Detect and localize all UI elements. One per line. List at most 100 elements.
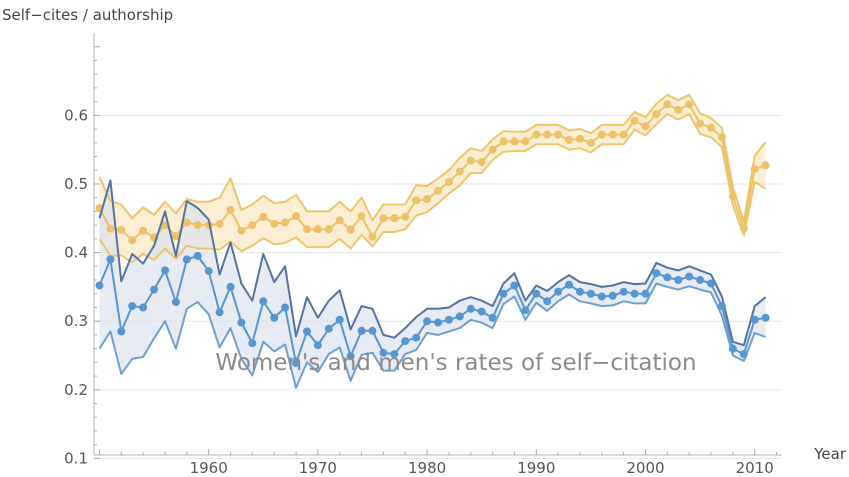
y-tick-label: 0.4: [64, 244, 88, 262]
women-data-point: [728, 344, 737, 353]
women-data-point: [434, 318, 442, 327]
women-data-point: [477, 307, 486, 316]
women-data-point: [554, 287, 563, 296]
y-tick-label: 0.2: [64, 381, 88, 399]
women-data-point: [521, 306, 530, 315]
women-data-point: [215, 308, 224, 317]
women-data-point: [95, 281, 104, 290]
women-data-point: [619, 287, 628, 296]
women-data-point: [674, 276, 683, 284]
women-data-point: [630, 289, 639, 298]
men-data-point: [717, 133, 726, 142]
men-data-point: [554, 130, 563, 139]
men-data-point: [379, 214, 388, 223]
men-data-point: [226, 206, 235, 214]
men-data-point: [117, 225, 126, 234]
women-data-point: [281, 303, 290, 312]
men-data-point: [477, 158, 486, 166]
chart-annotation: Women's and men's rates of self−citation: [215, 350, 696, 376]
men-data-point: [390, 214, 399, 223]
women-data-point: [161, 266, 169, 275]
men-data-point: [630, 116, 639, 125]
men-data-point: [248, 221, 257, 230]
women-data-point: [346, 352, 355, 361]
series-group: [95, 93, 770, 389]
men-data-point: [652, 110, 661, 118]
men-data-point: [685, 100, 694, 109]
axis-ticks: 0.1 0.2 0.3 0.4 0.5 0.6 1960 1970 1980 1990 2000 20…: [64, 46, 778, 477]
men-data-point: [466, 156, 475, 165]
women-data-point: [303, 327, 311, 336]
women-data-point: [204, 267, 213, 276]
women-data-point: [488, 313, 497, 322]
men-data-point: [488, 145, 497, 154]
women-data-point: [444, 315, 453, 324]
women-data-point: [499, 289, 508, 298]
women-data-point: [696, 276, 705, 284]
men-data-point: [368, 232, 377, 241]
women-data-point: [139, 303, 148, 312]
women-data-point: [106, 255, 115, 264]
women-data-point: [248, 339, 257, 348]
men-data-point: [761, 161, 770, 170]
women-data-point: [455, 312, 464, 321]
men-data-point: [139, 226, 148, 235]
women-data-point: [543, 297, 552, 306]
men-data-point: [171, 232, 180, 241]
women-data-point: [193, 252, 202, 260]
men-data-point: [641, 122, 650, 131]
men-data-point: [608, 130, 617, 139]
women-data-point: [565, 280, 573, 289]
women-data-point: [171, 298, 180, 306]
men-lower-bound-line: [98, 113, 767, 264]
women-lower-bound-line: [98, 282, 766, 389]
y-axis-title: Self−cites / authorship: [2, 6, 173, 24]
women-data-point: [390, 350, 399, 359]
women-data-point: [597, 292, 606, 301]
men-data-point: [510, 137, 519, 146]
men-data-point: [128, 236, 137, 245]
men-data-point: [565, 136, 573, 144]
women-data-point: [761, 313, 770, 322]
women-data-point: [335, 315, 344, 324]
men-data-point: [335, 216, 344, 225]
men-data-point: [619, 130, 628, 139]
men-data-point: [728, 192, 737, 201]
men-data-point: [215, 219, 224, 228]
women-data-point: [750, 315, 759, 324]
women-data-point: [685, 272, 694, 281]
men-data-point: [455, 167, 464, 176]
women-data-point: [150, 285, 159, 294]
men-data-point: [586, 138, 595, 147]
women-data-point: [412, 333, 421, 342]
women-confidence-band: [99, 180, 766, 388]
women-data-point: [259, 297, 268, 306]
men-data-point: [259, 212, 268, 221]
men-data-point: [324, 225, 333, 234]
women-data-point: [652, 269, 661, 278]
men-data-point: [423, 195, 432, 204]
x-tick-label: 2000: [626, 459, 664, 477]
men-data-point: [674, 105, 683, 114]
men-data-point: [739, 224, 748, 233]
men-data-point: [663, 100, 672, 109]
women-data-point: [532, 289, 541, 298]
men-data-point: [521, 137, 530, 146]
y-tick-label: 0.5: [64, 175, 88, 193]
women-data-point: [117, 327, 126, 336]
women-data-point: [717, 302, 726, 311]
x-axis-title: Year: [813, 445, 847, 463]
x-tick-label: 1960: [190, 459, 228, 477]
women-data-point: [423, 317, 432, 326]
women-upper-bound-line: [98, 179, 767, 347]
women-data-point: [128, 302, 137, 311]
women-data-point: [663, 273, 672, 282]
men-data-point: [707, 123, 715, 132]
women-data-point: [324, 324, 333, 333]
men-data-point: [499, 137, 508, 146]
men-data-point: [696, 119, 705, 128]
men-data-point: [532, 130, 541, 139]
women-data-point: [401, 337, 410, 346]
women-data-point: [576, 287, 584, 296]
